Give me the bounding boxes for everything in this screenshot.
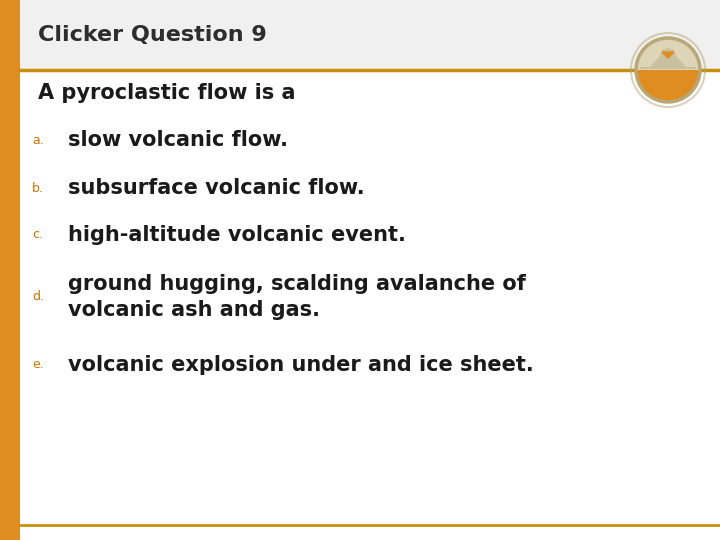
Text: high-altitude volcanic event.: high-altitude volcanic event. — [68, 225, 406, 245]
FancyBboxPatch shape — [20, 70, 720, 525]
Circle shape — [636, 38, 700, 102]
Text: volcanic explosion under and ice sheet.: volcanic explosion under and ice sheet. — [68, 355, 534, 375]
Text: A pyroclastic flow is a: A pyroclastic flow is a — [38, 83, 295, 103]
Text: slow volcanic flow.: slow volcanic flow. — [68, 130, 288, 150]
Text: b.: b. — [32, 181, 44, 194]
Text: subsurface volcanic flow.: subsurface volcanic flow. — [68, 178, 364, 198]
FancyBboxPatch shape — [0, 0, 20, 540]
Polygon shape — [640, 50, 696, 68]
Text: Clicker Question 9: Clicker Question 9 — [38, 25, 266, 45]
FancyBboxPatch shape — [20, 0, 720, 70]
Polygon shape — [662, 52, 674, 58]
Wedge shape — [636, 70, 700, 102]
Text: a.: a. — [32, 133, 44, 146]
Text: e.: e. — [32, 359, 44, 372]
Polygon shape — [650, 48, 686, 68]
Text: ground hugging, scalding avalanche of
volcanic ash and gas.: ground hugging, scalding avalanche of vo… — [68, 274, 526, 320]
Text: c.: c. — [32, 228, 43, 241]
Text: d.: d. — [32, 291, 44, 303]
